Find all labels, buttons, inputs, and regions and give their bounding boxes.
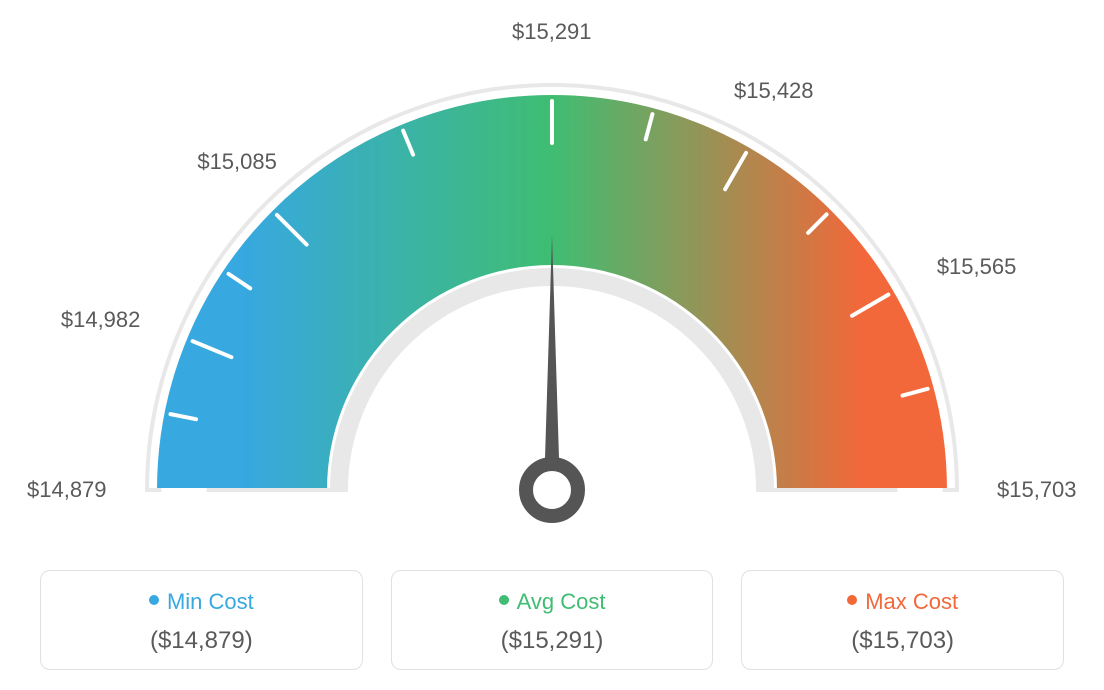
- gauge-area: $14,879 $14,982 $15,085 $15,291 $15,428 $15,5…: [0, 0, 1104, 540]
- gauge-svg: [102, 30, 1002, 550]
- gauge-tick-label: $15,428: [734, 78, 814, 104]
- gauge-tick-label: $15,085: [197, 149, 277, 175]
- cost-gauge-chart: $14,879 $14,982 $15,085 $15,291 $15,428 $15,5…: [0, 0, 1104, 690]
- legend-value-max: ($15,703): [752, 627, 1053, 655]
- gauge-tick-label: $14,879: [27, 477, 107, 503]
- legend-label-avg: Avg Cost: [517, 589, 606, 615]
- legend-row: Min Cost ($14,879) Avg Cost ($15,291) Ma…: [0, 570, 1104, 670]
- legend-card-min: Min Cost ($14,879): [40, 570, 363, 670]
- gauge-tick-label: $15,565: [937, 254, 1017, 280]
- gauge-tick-label: $15,703: [997, 477, 1077, 503]
- legend-label-min: Min Cost: [167, 589, 254, 615]
- gauge-tick-label: $14,982: [61, 307, 141, 333]
- legend-card-max: Max Cost ($15,703): [741, 570, 1064, 670]
- dot-icon: [149, 595, 159, 605]
- dot-icon: [499, 595, 509, 605]
- legend-label-max: Max Cost: [865, 589, 958, 615]
- legend-title-max: Max Cost: [752, 589, 1053, 615]
- gauge-tick-label: $15,291: [512, 19, 592, 45]
- legend-title-min: Min Cost: [51, 589, 352, 615]
- legend-title-avg: Avg Cost: [402, 589, 703, 615]
- legend-value-min: ($14,879): [51, 627, 352, 655]
- dot-icon: [847, 595, 857, 605]
- legend-card-avg: Avg Cost ($15,291): [391, 570, 714, 670]
- legend-value-avg: ($15,291): [402, 627, 703, 655]
